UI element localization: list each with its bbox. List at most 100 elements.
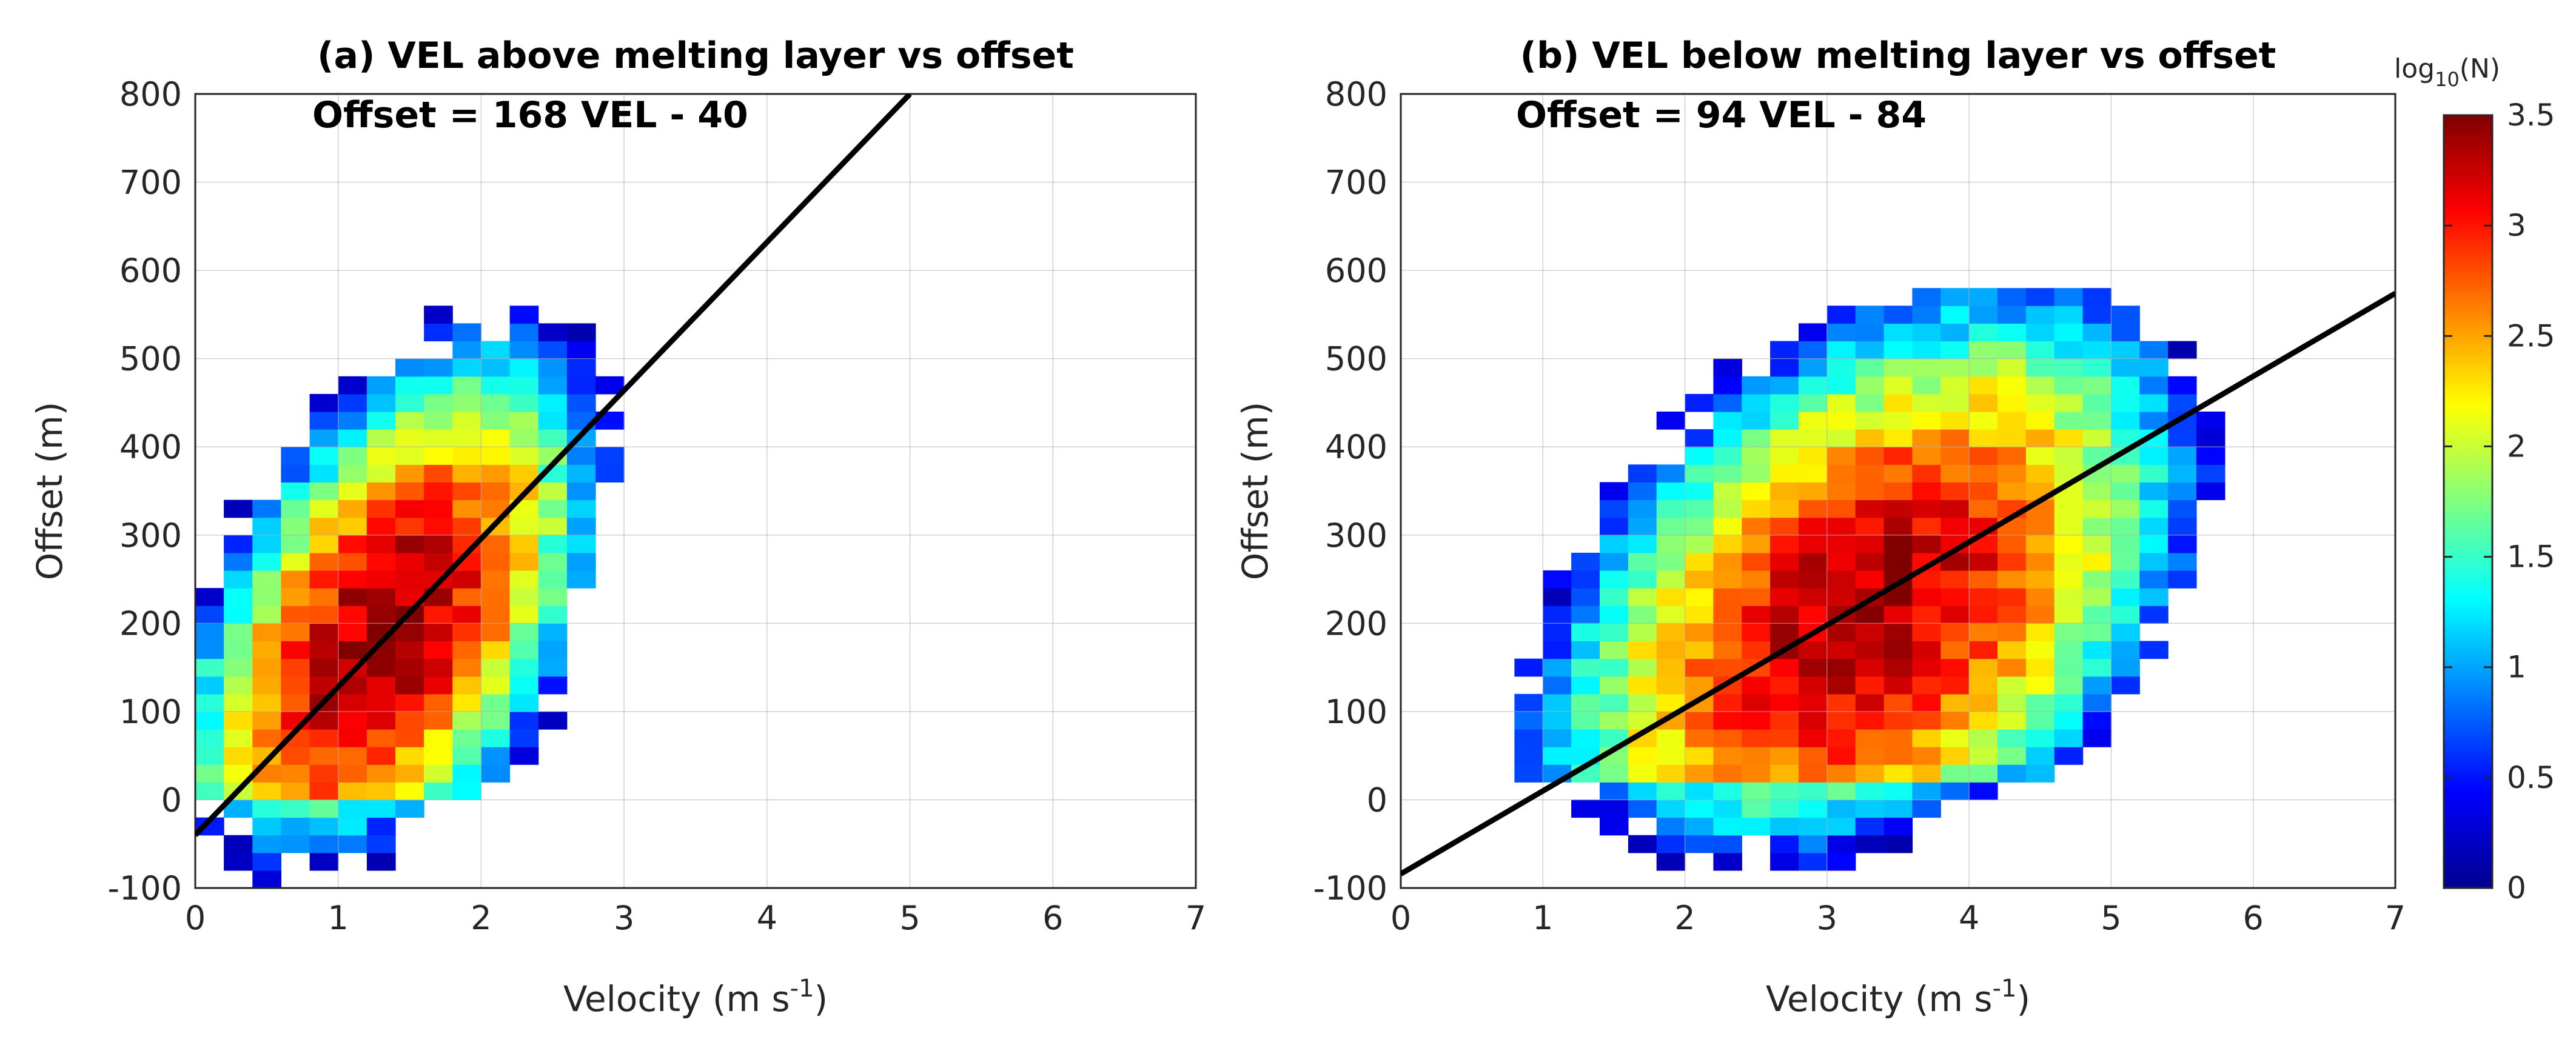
heatmap-cell bbox=[452, 358, 481, 377]
heatmap-cell bbox=[424, 535, 453, 553]
heatmap-cell bbox=[1799, 376, 1828, 395]
heatmap-cell bbox=[281, 482, 310, 501]
heatmap-cell bbox=[252, 782, 281, 800]
heatmap-cell bbox=[1883, 412, 1913, 430]
heatmap-cell bbox=[1799, 482, 1828, 501]
y-tick-label: 400 bbox=[1325, 428, 1387, 466]
heatmap-cell bbox=[1997, 464, 2027, 482]
heatmap-cell bbox=[1912, 447, 1941, 465]
heatmap-cell bbox=[1600, 658, 1629, 677]
heatmap-cell bbox=[1912, 535, 1941, 553]
heatmap-cell bbox=[1826, 535, 1856, 553]
heatmap-cell bbox=[338, 482, 367, 501]
x-tick-label: 2 bbox=[1674, 899, 1695, 937]
heatmap-cell bbox=[1742, 606, 1771, 624]
heatmap-cell bbox=[2082, 376, 2112, 395]
heatmap-cell bbox=[338, 517, 367, 536]
heatmap-cell bbox=[1855, 658, 1885, 677]
x-tick-label: 6 bbox=[2243, 899, 2264, 937]
heatmap-cell bbox=[1912, 464, 1941, 482]
heatmap-cell bbox=[2082, 517, 2112, 536]
heatmap-cell bbox=[1940, 429, 1970, 447]
heatmap-cell bbox=[1883, 800, 1913, 818]
heatmap-cell bbox=[1855, 517, 1885, 536]
heatmap-cell bbox=[1770, 800, 1799, 818]
heatmap-cell bbox=[538, 623, 568, 641]
heatmap-cell bbox=[1713, 641, 1742, 659]
heatmap-cell bbox=[1969, 676, 1998, 695]
colorbar-tick-label: 1 bbox=[2507, 650, 2526, 685]
heatmap-cell bbox=[1742, 412, 1771, 430]
heatmap-cell bbox=[1543, 693, 1572, 712]
heatmap-cell bbox=[1883, 499, 1913, 518]
heatmap-cell bbox=[1713, 623, 1742, 641]
heatmap-cell bbox=[338, 429, 367, 447]
heatmap-cell bbox=[1685, 641, 1714, 659]
heatmap-cell bbox=[1997, 341, 2027, 359]
heatmap-cell bbox=[452, 447, 481, 465]
heatmap-cell bbox=[452, 676, 481, 695]
heatmap-cell bbox=[2054, 499, 2084, 518]
heatmap-cell bbox=[1883, 447, 1913, 465]
heatmap-cell bbox=[566, 570, 596, 589]
heatmap-cell bbox=[1826, 817, 1856, 836]
heatmap-cell bbox=[395, 517, 424, 536]
heatmap-cell bbox=[395, 782, 424, 800]
heatmap-cell bbox=[566, 552, 596, 571]
heatmap-cell bbox=[366, 747, 396, 765]
heatmap-cell bbox=[1685, 835, 1714, 853]
heatmap-cell bbox=[1571, 800, 1600, 818]
heatmap-cell bbox=[1940, 623, 1970, 641]
y-tick-label: 500 bbox=[119, 340, 182, 378]
heatmap-cell bbox=[1940, 729, 1970, 747]
heatmap-cell bbox=[452, 499, 481, 518]
heatmap-cell bbox=[1912, 376, 1941, 395]
heatmap-cell bbox=[1883, 764, 1913, 783]
heatmap-cell bbox=[2054, 588, 2084, 606]
heatmap-cell bbox=[309, 517, 339, 536]
heatmap-cell bbox=[424, 358, 453, 377]
heatmap-cell bbox=[281, 499, 310, 518]
heatmap-cell bbox=[1799, 323, 1828, 342]
heatmap-cell bbox=[1912, 729, 1941, 747]
heatmap-cell bbox=[224, 676, 253, 695]
heatmap-cell bbox=[2082, 393, 2112, 412]
heatmap-cell bbox=[1600, 817, 1629, 836]
heatmap-cell bbox=[481, 535, 511, 553]
heatmap-cell bbox=[1855, 376, 1885, 395]
heatmap-cell bbox=[1571, 658, 1600, 677]
heatmap-cell bbox=[595, 447, 625, 465]
heatmap-cell bbox=[1883, 711, 1913, 730]
heatmap-cell bbox=[1600, 641, 1629, 659]
heatmap-cell bbox=[1799, 447, 1828, 465]
heatmap-cell bbox=[195, 747, 224, 765]
heatmap-cell bbox=[1685, 570, 1714, 589]
heatmap-cell bbox=[1770, 447, 1799, 465]
heatmap-cell bbox=[395, 747, 424, 765]
heatmap-cell bbox=[338, 588, 367, 606]
heatmap-cell bbox=[1940, 606, 1970, 624]
heatmap-cell bbox=[2082, 499, 2112, 518]
heatmap-cell bbox=[1713, 747, 1742, 765]
heatmap-cell bbox=[1883, 323, 1913, 342]
heatmap-cell bbox=[224, 852, 253, 871]
heatmap-cell bbox=[1742, 482, 1771, 501]
heatmap-cell bbox=[2025, 341, 2055, 359]
heatmap-cell bbox=[1742, 676, 1771, 695]
heatmap-cell bbox=[252, 676, 281, 695]
heatmap-cell bbox=[1628, 693, 1657, 712]
heatmap-cell bbox=[481, 764, 511, 783]
heatmap-cell bbox=[509, 747, 539, 765]
heatmap-cell bbox=[2054, 552, 2084, 571]
heatmap-cell bbox=[1770, 623, 1799, 641]
heatmap-cell bbox=[1543, 588, 1572, 606]
heatmap-cell bbox=[1770, 376, 1799, 395]
heatmap-cell bbox=[366, 588, 396, 606]
heatmap-cell bbox=[1742, 393, 1771, 412]
heatmap-cell bbox=[1826, 764, 1856, 783]
x-tick-labels-b: 0 1 2 3 4 5 6 7 bbox=[1390, 899, 2406, 937]
heatmap-cell bbox=[1628, 676, 1657, 695]
y-tick-label: 700 bbox=[1325, 164, 1387, 202]
fit-equation-a: Offset = 168 VEL - 40 bbox=[312, 94, 748, 136]
heatmap-cell bbox=[1799, 341, 1828, 359]
